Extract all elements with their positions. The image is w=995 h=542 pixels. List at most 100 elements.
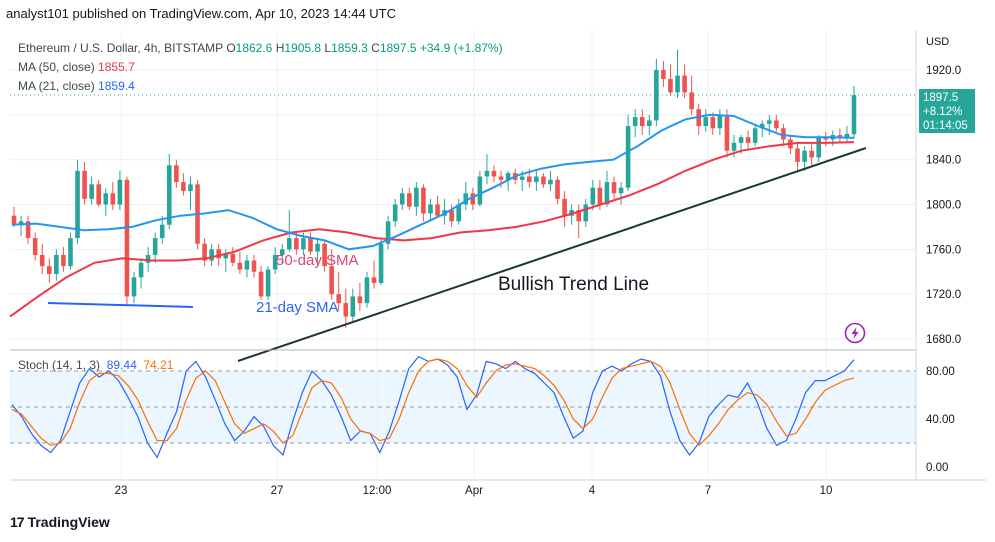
candle-body bbox=[392, 204, 398, 222]
candle-body bbox=[752, 128, 758, 143]
candle-body bbox=[668, 78, 673, 93]
candle-body bbox=[781, 128, 786, 140]
candle-body bbox=[562, 198, 567, 216]
candle-body bbox=[152, 238, 158, 255]
candle-body bbox=[541, 176, 546, 185]
current-price-badge: 1897.5 +8.12% 01:14:05 bbox=[919, 89, 975, 133]
candle-body bbox=[759, 123, 765, 129]
open-value: 1862.6 bbox=[235, 41, 273, 55]
time-tick-label: 7 bbox=[705, 485, 711, 497]
candle-body bbox=[82, 170, 87, 199]
candle-body bbox=[844, 133, 850, 138]
ma21-label: MA (21, close) bbox=[18, 79, 95, 93]
lightning-icon[interactable] bbox=[844, 322, 866, 344]
candle-body bbox=[343, 303, 349, 317]
ma21-value: 1859.4 bbox=[98, 79, 135, 93]
candle-body bbox=[661, 70, 666, 79]
ma50-line bbox=[9, 141, 855, 318]
candle-body bbox=[548, 179, 553, 185]
candle-body bbox=[632, 117, 638, 127]
tradingview-logo-icon: 17 bbox=[10, 514, 25, 530]
candle-body bbox=[315, 243, 320, 252]
candle-body bbox=[738, 137, 744, 143]
candle-body bbox=[470, 193, 476, 205]
ma50-label: MA (50, close) bbox=[18, 60, 95, 74]
sma50-annotation: 50-day SMA bbox=[276, 252, 359, 269]
candle-body bbox=[428, 204, 433, 214]
close-label: C bbox=[371, 41, 380, 55]
change-value: +34.9 (+1.87%) bbox=[419, 41, 503, 55]
time-tick-label: 23 bbox=[115, 485, 128, 497]
candle-body bbox=[350, 296, 356, 317]
candle-body bbox=[463, 193, 469, 205]
candle-body bbox=[449, 210, 454, 222]
candle-body bbox=[46, 266, 52, 274]
candle-body bbox=[11, 215, 17, 225]
candle-body bbox=[597, 187, 603, 205]
ma50-legend-row[interactable]: MA (50, close) 1855.7 bbox=[18, 58, 503, 77]
candle-body bbox=[710, 117, 716, 129]
ma21-legend-row[interactable]: MA (21, close) 1859.4 bbox=[18, 77, 503, 96]
candle-body bbox=[209, 249, 214, 261]
tradingview-logo[interactable]: 17 TradingView bbox=[10, 514, 110, 530]
published-line: analyst101 published on TradingView.com,… bbox=[6, 6, 397, 21]
candle-body bbox=[89, 184, 94, 199]
current-price-value: 1897.5 bbox=[923, 92, 959, 104]
candle-body bbox=[329, 266, 334, 295]
price-tick-label: 1840.0 bbox=[926, 155, 961, 167]
candle-body bbox=[166, 165, 172, 225]
candle-body bbox=[851, 95, 857, 135]
open-label: O bbox=[226, 41, 236, 55]
candle-body bbox=[244, 260, 250, 270]
candle-body bbox=[406, 193, 412, 207]
candle-body bbox=[590, 187, 596, 205]
time-tick-label: 10 bbox=[820, 485, 833, 497]
stoch-d-line bbox=[11, 358, 855, 447]
stoch-axis: 80.00 40.00 0.00 bbox=[926, 366, 955, 474]
candle-body bbox=[505, 173, 511, 180]
candle-body bbox=[32, 238, 38, 255]
symbol-title[interactable]: Ethereum / U.S. Dollar, 4h, BITSTAMP bbox=[18, 41, 223, 55]
candle-body bbox=[816, 137, 822, 158]
stoch-band-lines bbox=[10, 370, 916, 444]
candle-body bbox=[766, 120, 772, 124]
candle-body bbox=[491, 170, 497, 177]
candle-body bbox=[145, 254, 151, 263]
stoch-k-value: 89.44 bbox=[106, 358, 137, 372]
candle-body bbox=[117, 179, 123, 205]
candle-body bbox=[583, 204, 589, 222]
tradingview-logo-text: TradingView bbox=[27, 514, 110, 530]
candle-body bbox=[795, 148, 800, 162]
candle-body bbox=[279, 249, 285, 255]
candle-body bbox=[611, 182, 617, 194]
candle-body bbox=[837, 135, 843, 138]
low-value: 1859.3 bbox=[331, 41, 368, 55]
candle-body bbox=[724, 114, 730, 151]
candle-body bbox=[477, 176, 483, 205]
stoch-tick-label: 40.00 bbox=[926, 414, 955, 426]
candle-body bbox=[61, 254, 66, 267]
candle-body bbox=[654, 70, 659, 121]
candle-body bbox=[689, 92, 694, 110]
stoch-legend[interactable]: Stoch (14, 1, 3) 89.44 74.21 bbox=[18, 358, 173, 372]
candle-body bbox=[534, 176, 539, 183]
candle-body bbox=[188, 184, 193, 192]
low-label: L bbox=[324, 41, 332, 55]
candle-body bbox=[202, 243, 207, 261]
candle-body bbox=[223, 253, 229, 259]
price-tick-label: 1720.0 bbox=[926, 289, 961, 301]
stoch-tick-label: 0.00 bbox=[926, 462, 948, 474]
candle-body bbox=[286, 238, 292, 250]
candle-body bbox=[809, 150, 814, 158]
candle-body bbox=[251, 260, 257, 272]
currency-label[interactable]: USD bbox=[926, 36, 950, 48]
support-line bbox=[237, 147, 867, 362]
stoch-label: Stoch (14, 1, 3) bbox=[18, 358, 101, 372]
candle-body bbox=[96, 184, 102, 205]
price-tick-label: 1760.0 bbox=[926, 244, 961, 256]
candle-body bbox=[364, 277, 370, 304]
candle-body bbox=[576, 210, 582, 222]
candle-body bbox=[675, 75, 680, 93]
candle-body bbox=[124, 179, 130, 297]
